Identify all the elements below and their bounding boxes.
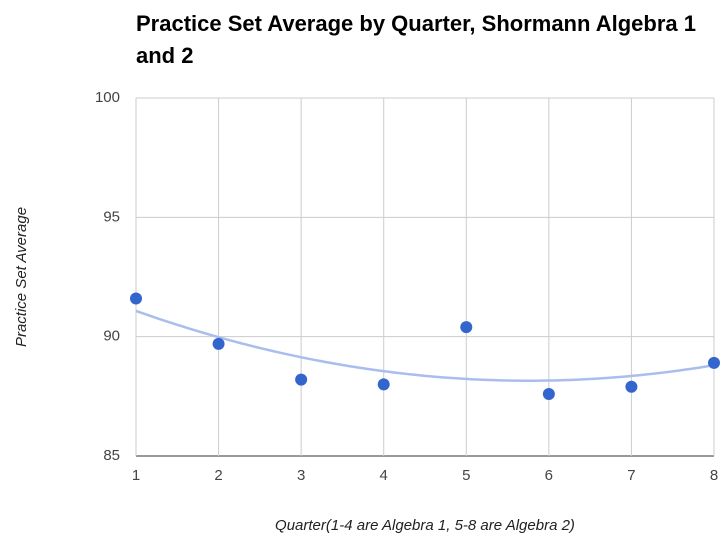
- x-tick-label: 6: [545, 467, 553, 484]
- data-point: [625, 380, 638, 393]
- data-point: [542, 387, 555, 400]
- data-point: [377, 378, 390, 391]
- x-tick-label: 1: [132, 467, 140, 484]
- x-tick-label: 7: [627, 467, 635, 484]
- trendline: [135, 309, 715, 382]
- x-tick-label: 4: [380, 467, 388, 484]
- x-tick-label: 5: [462, 467, 470, 484]
- x-axis-title: Quarter(1-4 are Algebra 1, 5-8 are Algeb…: [275, 517, 575, 534]
- y-axis-title: Practice Set Average: [13, 207, 30, 347]
- data-point: [295, 373, 308, 386]
- y-tick-label: 85: [103, 447, 120, 464]
- x-tick-label: 2: [214, 467, 222, 484]
- data-point: [130, 292, 142, 305]
- x-tick-label: 8: [710, 467, 718, 484]
- x-tick-label: 3: [297, 467, 305, 484]
- data-point: [212, 337, 225, 350]
- chart-title: Practice Set Average by Quarter, Shorman…: [136, 11, 696, 68]
- data-point: [708, 356, 720, 369]
- y-tick-label: 90: [103, 328, 120, 345]
- data-point: [460, 321, 473, 334]
- y-tick-label: 100: [95, 89, 120, 106]
- y-tick-label: 95: [103, 208, 120, 225]
